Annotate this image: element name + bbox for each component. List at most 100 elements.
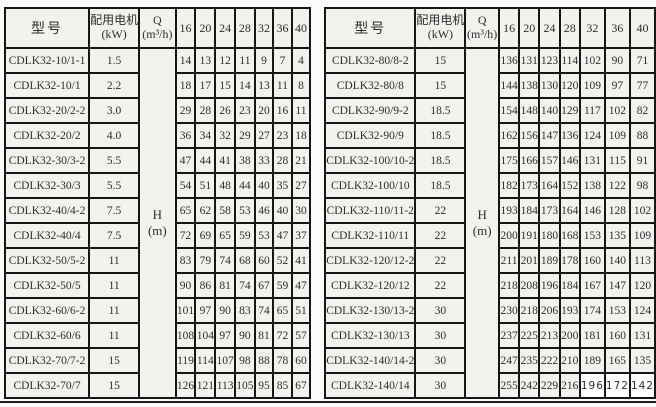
head-value-cell: 98: [234, 347, 256, 374]
flow-header-line1: Q: [153, 13, 162, 28]
head-value-cell: 140: [538, 97, 561, 124]
model-cell: CDLK32-30/3: [3, 172, 91, 199]
head-value-cell: 153: [603, 297, 631, 324]
head-value-cell: 44: [194, 147, 217, 174]
head-value-cell: 41: [290, 247, 312, 274]
model-cell: CDLK32-120/12-2: [324, 247, 417, 274]
head-value-cell: 157: [538, 147, 561, 174]
head-value-cell: 218: [518, 297, 541, 324]
head-value-cell: 180: [538, 222, 561, 249]
head-value-cell: 123: [538, 47, 561, 74]
motor-power-cell: 22: [414, 222, 467, 249]
head-value-cell: 46: [253, 197, 275, 224]
model-cell: CDLK32-40/4-2: [3, 197, 91, 224]
head-value-cell: 121: [194, 372, 217, 399]
head-value-cell: 82: [628, 97, 656, 124]
head-value-cell: 41: [214, 147, 237, 174]
head-value-cell: 40: [272, 197, 293, 224]
motor-power-cell: 30: [414, 297, 467, 324]
head-value-cell: 129: [558, 97, 581, 124]
motor-power-cell: 5.5: [88, 172, 141, 199]
head-value-cell: 152: [558, 172, 581, 199]
head-value-cell: 242: [518, 372, 541, 399]
head-value-cell: 164: [538, 172, 561, 199]
model-cell: CDLK32-80/8-2: [324, 47, 417, 74]
head-value-cell: 23: [272, 122, 293, 149]
motor-power-cell: 22: [414, 247, 467, 274]
flow-col-header: 24: [214, 7, 237, 49]
head-value-cell: 57: [290, 322, 312, 349]
head-value-cell: 9: [253, 47, 275, 74]
head-value-cell: 14: [174, 47, 197, 74]
model-header: 型号: [324, 7, 417, 49]
table-row: CDLK32-110/11-2 22 193 184 173 164 146 128 102: [324, 197, 656, 224]
head-value-cell: 90: [603, 47, 631, 74]
head-value-cell: 21: [290, 147, 312, 174]
head-unit-cell: H (m): [464, 47, 500, 399]
head-value-cell: 124: [578, 122, 606, 149]
head-value-cell: 175: [497, 147, 521, 174]
head-value-cell: 114: [558, 47, 581, 74]
head-value-cell: 14: [234, 72, 256, 99]
head-value-cell: 83: [234, 297, 256, 324]
head-value-cell: 115: [603, 147, 631, 174]
flow-col-header: 28: [558, 7, 581, 49]
head-value-cell: 32: [214, 122, 237, 149]
head-value-cell: 119: [174, 347, 197, 374]
model-cell: CDLK32-130/13: [324, 322, 417, 349]
head-value-cell: 189: [538, 247, 561, 274]
motor-power-cell: 7.5: [88, 222, 141, 249]
head-value-cell: 168: [558, 222, 581, 249]
table-row: CDLK32-20/2 4.0 36 34 32 29 27 23 18: [3, 122, 312, 149]
motor-power-cell: 4.0: [88, 122, 141, 149]
table-row: CDLK32-30/3-2 5.5 47 44 41 38 33 28 21: [3, 147, 312, 174]
motor-power-cell: 18.5: [414, 97, 467, 124]
head-value-cell: 229: [538, 372, 561, 399]
head-value-cell: 27: [290, 172, 312, 199]
head-value-cell: 58: [214, 197, 237, 224]
head-value-cell: 131: [628, 322, 656, 349]
head-value-cell: 88: [253, 347, 275, 374]
head-value-cell: 29: [174, 97, 197, 124]
pump-table-right: 型号 配用电机 (kW) Q (m³/h) 16 20 24 28 32 36: [324, 7, 656, 399]
head-value-cell: 83: [174, 247, 197, 274]
head-value-cell: 27: [253, 122, 275, 149]
motor-power-cell: 15: [88, 347, 141, 374]
head-value-cell: 193: [558, 297, 581, 324]
head-value-cell: 65: [174, 197, 197, 224]
head-value-cell: 34: [194, 122, 217, 149]
head-value-cell: 86: [194, 272, 217, 299]
head-value-cell: 201: [518, 247, 541, 274]
model-cell: CDLK32-100/10: [324, 172, 417, 199]
head-value-cell: 102: [603, 97, 631, 124]
head-value-cell: 235: [518, 347, 541, 374]
head-value-cell: 120: [628, 272, 656, 299]
model-cell: CDLK32-140/14: [324, 372, 417, 399]
flow-rate-header: Q (m³/h): [464, 7, 500, 49]
table-row: CDLK32-50/5 11 90 86 81 74 67 59 47: [3, 272, 312, 299]
table-body-left: CDLK32-10/1-1 1.5 H (m) 14 13 12 11 9 7 4 CDLK32-10…: [3, 47, 312, 399]
table-row: CDLK32-20/2-2 3.0 29 28 26 23 20 16 11: [3, 97, 312, 124]
model-cell: CDLK32-20/2-2: [3, 97, 91, 124]
flow-col-header: 20: [194, 7, 217, 49]
flow-col-header: 16: [497, 7, 521, 49]
head-value-cell: 102: [628, 197, 656, 224]
head-value-cell: 117: [578, 97, 606, 124]
head-value-cell: 213: [538, 322, 561, 349]
head-value-cell: 101: [174, 297, 197, 324]
table-row: CDLK32-50/5-2 11 83 79 74 68 60 52 41: [3, 247, 312, 274]
model-cell: CDLK32-120/12: [324, 272, 417, 299]
head-value-cell: 200: [497, 222, 521, 249]
head-value-cell: 222: [538, 347, 561, 374]
head-value-cell: 136: [558, 122, 581, 149]
head-value-cell: 95: [253, 372, 275, 399]
head-value-cell: 11: [290, 97, 312, 124]
motor-header-line1: 配用电机: [90, 13, 139, 28]
table-body-right: CDLK32-80/8-2 15 H (m) 136 131 123 114 102 90 71 CD…: [324, 47, 656, 399]
head-unit-cell: H (m): [138, 47, 177, 399]
motor-power-cell: 30: [414, 372, 467, 399]
head-value-cell: 173: [518, 172, 541, 199]
motor-power-cell: 2.2: [88, 72, 141, 99]
head-value-cell: 53: [253, 222, 275, 249]
